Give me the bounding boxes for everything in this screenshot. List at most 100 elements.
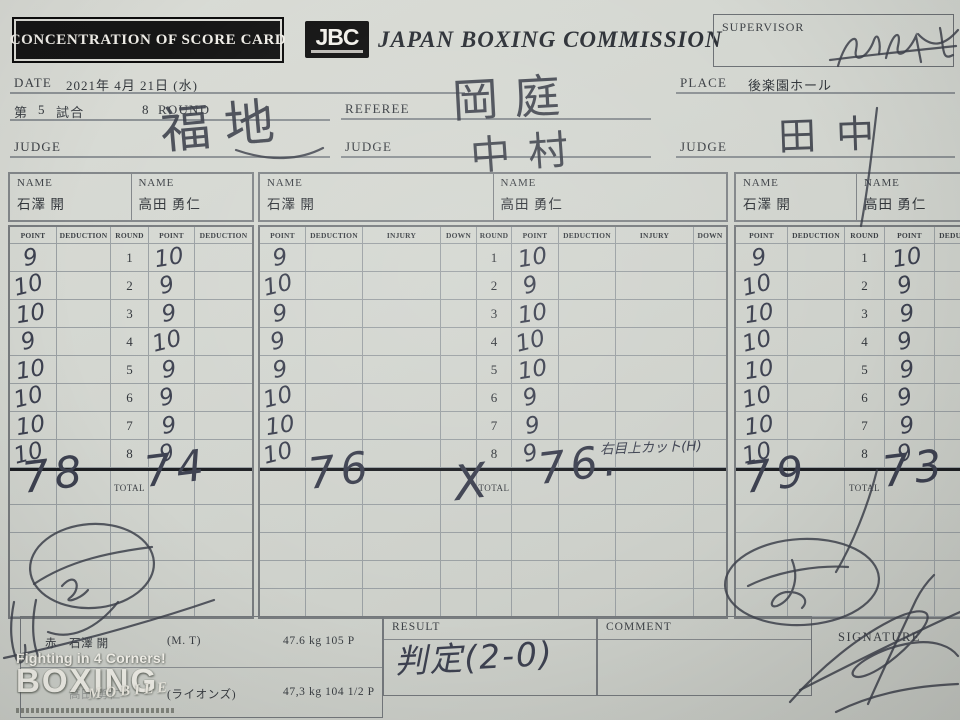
red-point-cell: 10	[10, 381, 57, 414]
column-headers: POINT DEDUCTION ROUND POINT DEDUCTION	[10, 227, 252, 244]
empty-cell	[477, 505, 512, 533]
judge1-signature: 福地	[158, 92, 291, 160]
blue-total: 73	[879, 440, 950, 498]
col-blue-point: POINT	[149, 227, 195, 244]
judge1-underline	[10, 156, 330, 158]
empty-cell	[111, 561, 149, 589]
empty-cell	[477, 533, 512, 561]
result-header: RESULT	[384, 617, 596, 640]
empty-cell	[260, 505, 306, 533]
red-deduction-cell	[306, 412, 363, 440]
empty-cell	[885, 561, 935, 589]
red-weight: 47.6 kg 105 P	[283, 635, 355, 647]
empty-cell	[57, 505, 111, 533]
empty-cell	[260, 561, 306, 589]
round-cell: 8	[477, 440, 512, 468]
red-point-cell: 9	[260, 300, 306, 328]
red-deduction-cell	[788, 356, 845, 384]
red-point-cell: 10	[10, 355, 57, 385]
red-deduction-cell	[788, 440, 845, 468]
total-row: TOTAL	[260, 468, 726, 505]
red-deduction-cell	[788, 300, 845, 328]
red-point-cell: 10	[260, 381, 306, 414]
empty-cell	[788, 561, 845, 589]
total-cell	[195, 471, 252, 505]
red-boxer-name: 石澤 開	[17, 197, 65, 212]
empty-cell	[885, 589, 935, 617]
red-deduction-cell	[788, 272, 845, 300]
red-total: 76	[305, 442, 376, 500]
judge2-label: JUDGE	[345, 139, 393, 154]
empty-cell	[149, 589, 195, 617]
red-down-cell	[441, 440, 477, 468]
empty-row	[10, 589, 252, 617]
blue-down-cell	[694, 244, 726, 272]
blue-deduction-cell	[559, 440, 616, 468]
result-label: RESULT	[392, 621, 441, 633]
blue-deduction-cell	[195, 300, 252, 328]
blue-point-cell: 9	[885, 439, 935, 468]
empty-cell	[845, 533, 885, 561]
comment-box: COMMENT	[597, 616, 812, 696]
round-cell: 6	[477, 384, 512, 412]
blue-injury-cell	[616, 384, 694, 412]
blue-point-cell: 10	[149, 243, 195, 273]
empty-cell	[736, 561, 788, 589]
blue-point-cell: 9	[885, 383, 935, 412]
empty-row	[736, 505, 960, 533]
red-name-cell: NAME 石澤 開	[736, 174, 857, 220]
score-row: 10 2 9	[260, 269, 726, 302]
blue-deduction-cell	[559, 356, 616, 384]
total-cell	[363, 471, 441, 505]
blue-point-cell: 9	[885, 327, 935, 356]
empty-row	[260, 561, 726, 589]
scorecard-judge3: NAME 石澤 開 NAME 高田 勇仁 POINT DEDUCTION ROU…	[734, 172, 960, 619]
col-red-point: POINT	[736, 227, 788, 244]
blue-name-cell: NAME 高田 勇仁	[132, 174, 253, 220]
column-headers: POINT DEDUCTION INJURY DOWN ROUND POINT …	[260, 227, 726, 244]
red-point-cell: 10	[260, 411, 306, 441]
red-injury-cell	[363, 384, 441, 412]
score-row: 10 7 9	[736, 411, 960, 441]
total-cell	[512, 471, 559, 505]
name-label: NAME	[138, 177, 175, 189]
red-deduction-cell	[788, 412, 845, 440]
round-cell: 6	[845, 384, 885, 412]
red-deduction-cell	[57, 244, 111, 272]
blue-down-cell	[694, 328, 726, 356]
empty-row	[736, 561, 960, 589]
blue-down-cell	[694, 440, 726, 468]
empty-cell	[10, 561, 57, 589]
red-total: 78	[19, 446, 90, 504]
red-boxer-name: 石澤 開	[69, 638, 109, 650]
empty-cell	[845, 589, 885, 617]
blue-name-cell: NAME 高田 勇仁	[494, 174, 727, 220]
round-word: ROUND	[158, 102, 211, 117]
red-deduction-cell	[306, 272, 363, 300]
empty-row	[260, 589, 726, 617]
supervisor-box: SUPERVISOR	[713, 14, 954, 67]
red-down-cell	[441, 384, 477, 412]
empty-cell	[512, 533, 559, 561]
red-injury-cell	[363, 328, 441, 356]
round-cell: 8	[845, 440, 885, 468]
score-row: 10 8 9	[736, 437, 960, 470]
col-blue-deduction: DEDUCTION	[195, 227, 252, 244]
red-deduction-cell	[306, 440, 363, 468]
red-name-cell: NAME 石澤 開	[10, 174, 132, 220]
empty-cell	[306, 561, 363, 589]
red-injury-cell	[363, 356, 441, 384]
red-deduction-cell	[788, 384, 845, 412]
empty-cell	[363, 533, 441, 561]
score-table: POINT DEDUCTION ROUND POINT DEDUCTION 91…	[734, 225, 960, 619]
bout-prefix: 第	[14, 105, 29, 120]
empty-cell	[788, 505, 845, 533]
col-round: ROUND	[111, 227, 149, 244]
blue-point-cell: 9	[149, 439, 195, 468]
blue-point-cell: 10	[512, 243, 559, 273]
red-point-cell: 10	[736, 299, 788, 329]
round-cell: 3	[111, 300, 149, 328]
empty-cell	[788, 589, 845, 617]
empty-row	[260, 505, 726, 533]
red-point-cell: 10	[10, 411, 57, 441]
